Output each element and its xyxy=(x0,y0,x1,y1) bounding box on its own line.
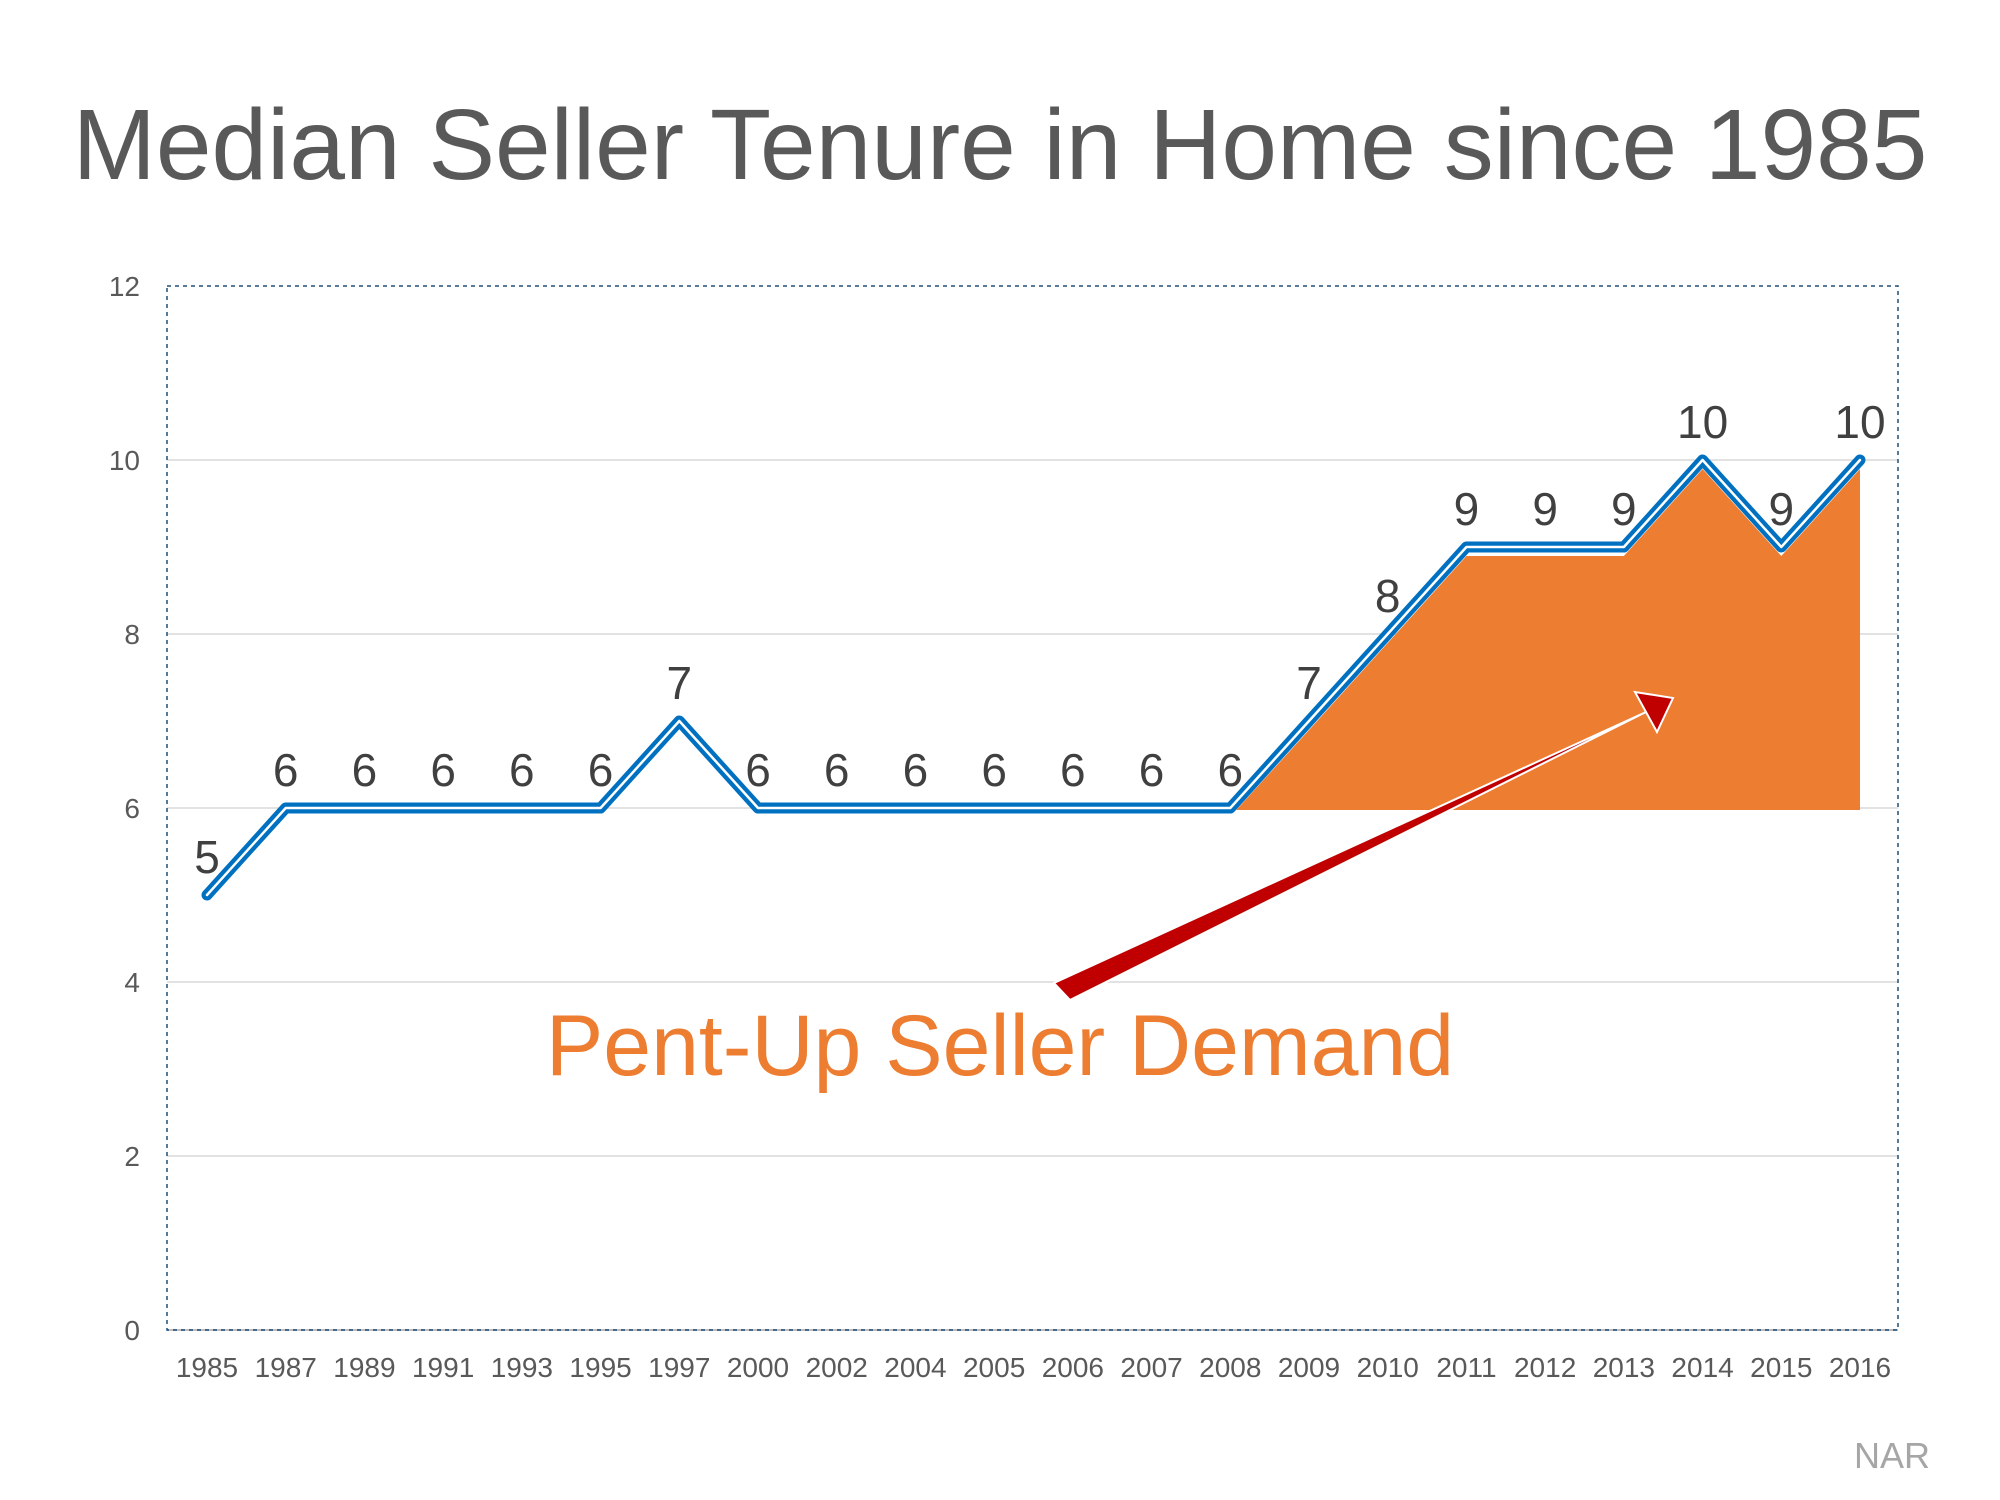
x-tick-label: 2005 xyxy=(963,1352,1025,1383)
x-tick-label: 2006 xyxy=(1042,1352,1104,1383)
annotation-arrow xyxy=(1052,690,1675,1002)
data-label: 9 xyxy=(1532,483,1558,535)
x-tick-label: 2012 xyxy=(1514,1352,1576,1383)
y-tick-label: 2 xyxy=(124,1141,140,1172)
data-label: 10 xyxy=(1677,396,1728,448)
source-label: NAR xyxy=(1853,1435,1930,1476)
y-tick-label: 8 xyxy=(124,619,140,650)
data-label: 6 xyxy=(509,744,535,796)
data-label: 6 xyxy=(981,744,1007,796)
plot-area-border xyxy=(166,285,1899,1331)
data-label: 6 xyxy=(588,744,614,796)
data-label: 6 xyxy=(745,744,771,796)
x-tick-label: 1997 xyxy=(648,1352,710,1383)
y-tick-label: 10 xyxy=(109,445,140,476)
x-tick-label: 2015 xyxy=(1750,1352,1812,1383)
data-label: 6 xyxy=(352,744,378,796)
x-tick-label: 2016 xyxy=(1829,1352,1891,1383)
annotation-text: Pent-Up Seller Demand xyxy=(546,998,1454,1094)
data-label: 6 xyxy=(903,744,929,796)
data-label: 6 xyxy=(1139,744,1165,796)
data-label: 6 xyxy=(1217,744,1243,796)
x-tick-label: 2002 xyxy=(806,1352,868,1383)
data-label: 7 xyxy=(1296,657,1322,709)
x-axis-ticks: 1985 1987 1989 1991 1993 1995 1997 2000 2002 2004… xyxy=(176,1352,1891,1383)
x-tick-label: 2010 xyxy=(1357,1352,1419,1383)
data-label: 6 xyxy=(1060,744,1086,796)
x-tick-label: 2008 xyxy=(1199,1352,1261,1383)
data-label: 9 xyxy=(1454,483,1480,535)
x-tick-label: 1985 xyxy=(176,1352,238,1383)
x-tick-label: 2013 xyxy=(1593,1352,1655,1383)
series-line-highlight xyxy=(205,458,1862,897)
y-axis-ticks: 0 2 4 6 8 10 12 xyxy=(109,271,140,1346)
highlight-area xyxy=(1236,469,1860,810)
data-label: 6 xyxy=(430,744,456,796)
y-tick-label: 4 xyxy=(124,967,140,998)
x-tick-label: 1993 xyxy=(491,1352,553,1383)
x-tick-label: 2011 xyxy=(1436,1352,1496,1383)
data-label: 6 xyxy=(824,744,850,796)
x-tick-label: 1987 xyxy=(255,1352,317,1383)
x-tick-label: 1989 xyxy=(333,1352,395,1383)
data-label: 5 xyxy=(194,831,220,883)
x-tick-label: 1991 xyxy=(412,1352,474,1383)
y-tick-label: 6 xyxy=(124,793,140,824)
x-tick-label: 2007 xyxy=(1120,1352,1182,1383)
x-tick-label: 2004 xyxy=(884,1352,946,1383)
x-tick-label: 2009 xyxy=(1278,1352,1340,1383)
x-tick-label: 1995 xyxy=(569,1352,631,1383)
x-tick-label: 2014 xyxy=(1671,1352,1733,1383)
data-label: 8 xyxy=(1375,570,1401,622)
y-tick-label: 0 xyxy=(124,1315,140,1346)
data-label: 7 xyxy=(666,657,692,709)
y-tick-label: 12 xyxy=(109,271,140,302)
x-tick-label: 2000 xyxy=(727,1352,789,1383)
data-label: 9 xyxy=(1768,483,1794,535)
data-label: 9 xyxy=(1611,483,1637,535)
chart-title: Median Seller Tenure in Home since 1985 xyxy=(72,89,1928,201)
data-label: 6 xyxy=(273,744,299,796)
data-label: 10 xyxy=(1834,396,1885,448)
